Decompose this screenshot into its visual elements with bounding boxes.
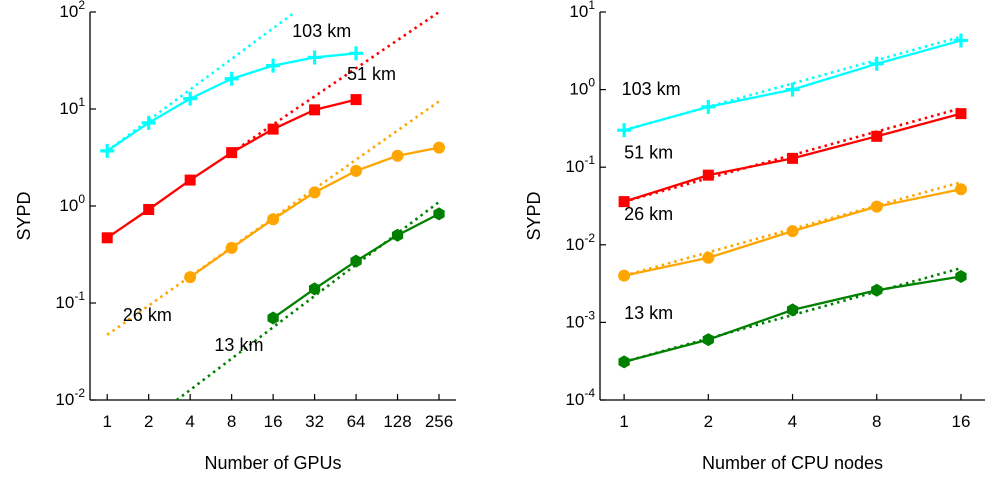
series-label: 51 km: [624, 142, 673, 162]
y-tick-label: 101: [59, 95, 85, 118]
data-point: [618, 355, 630, 369]
data-point: [701, 99, 716, 114]
series-label: 51 km: [347, 64, 396, 84]
chart-panel-1: 1 2 4 8 16 32 64 128 256 10-2 10-1 100 101 102 Number …: [14, 0, 456, 473]
x-tick-label: 4: [788, 412, 797, 431]
data-point: [869, 56, 884, 71]
x-tick-label: 8: [227, 412, 236, 431]
data-point: [224, 71, 239, 86]
y-axis-title: SYPD: [14, 191, 34, 240]
series-label: 26 km: [123, 305, 172, 325]
data-point: [267, 213, 280, 226]
series-line: [623, 275, 962, 363]
y-tick-label: 10-3: [565, 308, 595, 331]
series-13-km: 13 km: [176, 200, 445, 400]
data-point: [618, 269, 631, 282]
y-tick-label: 102: [59, 0, 85, 21]
series-103-km: 103 km: [100, 13, 364, 158]
series-label: 13 km: [624, 303, 673, 323]
y-tick-label: 100: [59, 192, 85, 215]
data-point: [266, 58, 281, 73]
x-tick-label: 2: [704, 412, 713, 431]
series-13-km: 13 km: [618, 266, 967, 369]
series-103-km: 103 km: [617, 33, 968, 138]
data-point: [350, 254, 362, 268]
data-point: [433, 141, 446, 154]
data-point: [871, 283, 883, 297]
y-tick-label: 10-2: [55, 386, 85, 409]
y-tick-label: 100: [569, 76, 595, 99]
data-point: [786, 303, 799, 317]
data-point: [100, 143, 115, 158]
x-tick-label: 4: [185, 412, 194, 431]
series-label: 13 km: [214, 335, 263, 355]
x-tick-label: 8: [872, 412, 881, 431]
data-point: [617, 123, 632, 138]
y-tick-label: 10-2: [565, 231, 595, 254]
y-tick-label: 10-1: [565, 153, 595, 176]
data-point: [143, 204, 155, 216]
data-point: [184, 174, 196, 186]
x-tick-label: 1: [102, 412, 111, 431]
series-label: 103 km: [292, 21, 351, 41]
data-point: [267, 311, 279, 325]
data-point: [871, 130, 883, 142]
series-line: [189, 146, 440, 279]
chart-panel-2: 1 2 4 8 16 10-4 10-3 10-2 10-1 100 101 Number of CP…: [524, 0, 985, 473]
data-point: [225, 241, 238, 254]
series-line: [106, 52, 357, 152]
ideal-scaling-line: [230, 12, 440, 154]
y-tick-label: 10-4: [565, 386, 595, 409]
data-point: [618, 196, 630, 208]
data-point: [308, 186, 321, 199]
data-point: [953, 33, 968, 48]
y-tick-label: 10-1: [55, 289, 85, 312]
data-point: [267, 123, 279, 135]
data-point: [391, 149, 404, 162]
data-point: [309, 104, 321, 116]
series-line: [106, 98, 357, 239]
data-point: [391, 228, 404, 242]
data-point: [870, 200, 883, 213]
series-51-km: 51 km: [618, 106, 967, 208]
data-point: [141, 115, 156, 130]
x-tick-label: 256: [425, 412, 453, 431]
x-tick-label: 128: [383, 412, 411, 431]
x-tick-label: 32: [305, 412, 324, 431]
data-point: [101, 232, 113, 244]
data-point: [350, 94, 362, 106]
data-point: [955, 108, 967, 120]
series-label: 26 km: [624, 204, 673, 224]
data-point: [702, 251, 715, 264]
data-point: [308, 282, 321, 296]
data-point: [349, 46, 364, 61]
data-point: [954, 183, 967, 196]
data-point: [433, 207, 445, 221]
x-tick-label: 64: [347, 412, 366, 431]
data-point: [350, 164, 363, 177]
data-point: [184, 271, 197, 284]
x-tick-label: 16: [952, 412, 971, 431]
y-axis-title: SYPD: [524, 191, 544, 240]
series-label: 103 km: [622, 79, 681, 99]
x-tick-label: 2: [144, 412, 153, 431]
data-point: [785, 82, 800, 97]
series-26-km: 26 km: [106, 100, 446, 336]
series-51-km: 51 km: [101, 12, 440, 244]
data-point: [702, 333, 714, 347]
series-26-km: 26 km: [618, 180, 967, 282]
data-point: [702, 169, 714, 181]
data-point: [183, 91, 198, 106]
data-point: [955, 270, 967, 284]
y-tick-label: 101: [569, 0, 595, 21]
x-axis-title: Number of CPU nodes: [702, 453, 883, 473]
data-point: [787, 152, 799, 164]
x-axis-title: Number of GPUs: [204, 453, 341, 473]
data-point: [786, 225, 799, 238]
data-point: [307, 50, 322, 65]
data-point: [226, 147, 238, 159]
x-tick-label: 1: [619, 412, 628, 431]
x-tick-label: 16: [264, 412, 283, 431]
